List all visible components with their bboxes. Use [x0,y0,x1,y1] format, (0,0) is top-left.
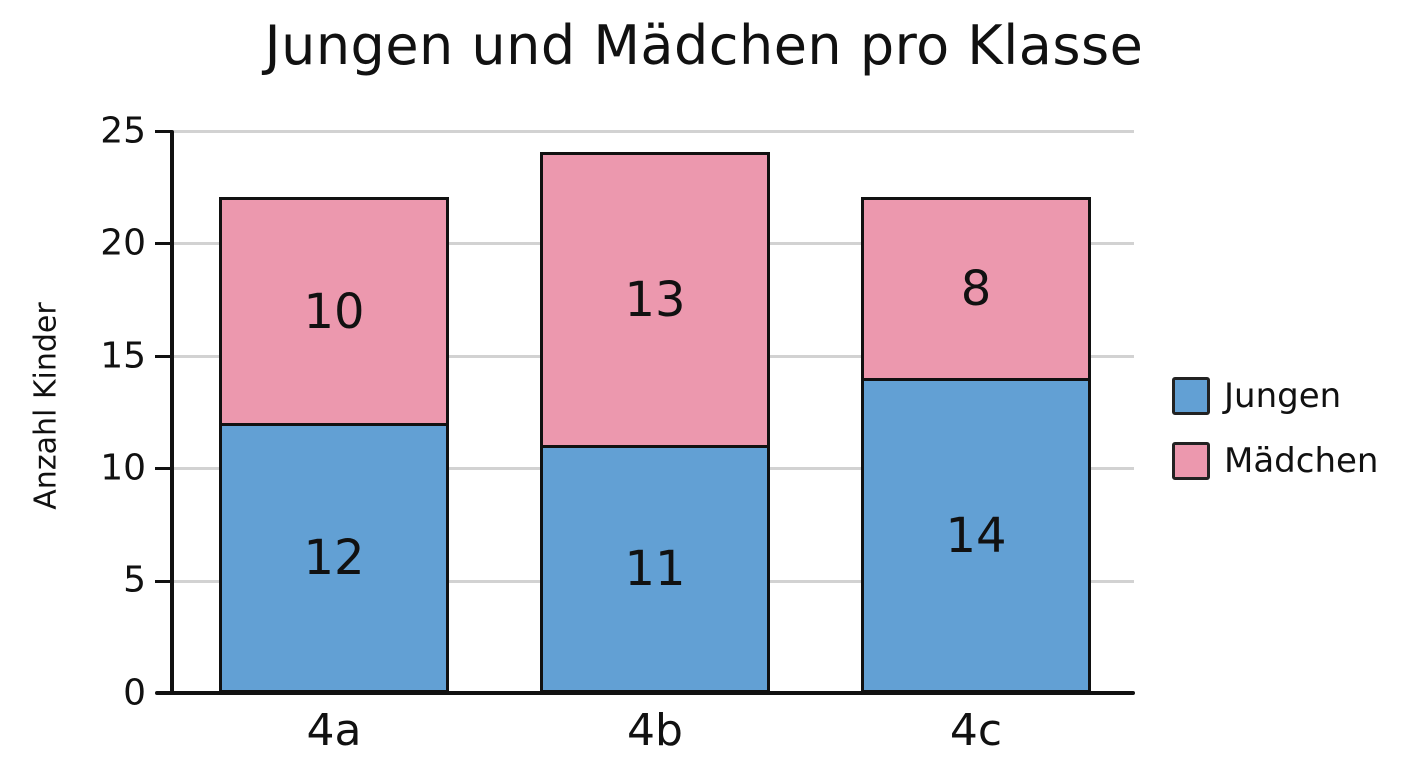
y-axis [170,130,174,695]
x-axis [155,691,1135,695]
bar-segment-jungen: 14 [861,378,1091,693]
legend-swatch-blue [1172,377,1210,415]
value-label: 10 [303,283,365,340]
y-tick-label: 15 [100,335,146,377]
bar-segment-maedchen: 8 [861,197,1091,381]
value-label: 14 [945,507,1007,564]
chart-title: Jungen und Mädchen pro Klasse [264,14,1144,77]
y-tick-label: 5 [123,559,146,601]
legend-swatch-pink [1172,442,1210,480]
y-tick-label: 25 [100,110,146,152]
tick-mark [155,355,172,358]
x-tick-label: 4b [627,705,683,756]
bar-segment-jungen: 12 [219,423,449,693]
legend-item-jungen: Jungen [1172,376,1341,416]
legend-label: Jungen [1224,376,1342,416]
y-tick-label: 0 [123,672,146,714]
value-label: 12 [303,530,365,586]
legend-item-maedchen: Mädchen [1172,441,1378,481]
tick-mark [155,580,172,583]
bar-segment-maedchen: 13 [540,152,770,448]
y-tick-label: 20 [100,222,146,264]
x-tick-label: 4c [949,705,1003,756]
y-axis-label: Anzahl Kinder [28,302,64,510]
y-tick-label: 10 [100,447,146,489]
value-label: 13 [624,272,686,328]
bar-segment-jungen: 11 [540,445,770,693]
value-label: 8 [960,261,992,317]
gridline [172,130,1134,133]
tick-mark [155,242,172,245]
tick-mark [155,130,172,133]
legend-label: Mädchen [1224,441,1379,481]
x-tick-label: 4a [306,705,362,756]
tick-mark [155,467,172,470]
value-label: 11 [624,541,686,597]
bar-segment-maedchen: 10 [219,197,449,426]
